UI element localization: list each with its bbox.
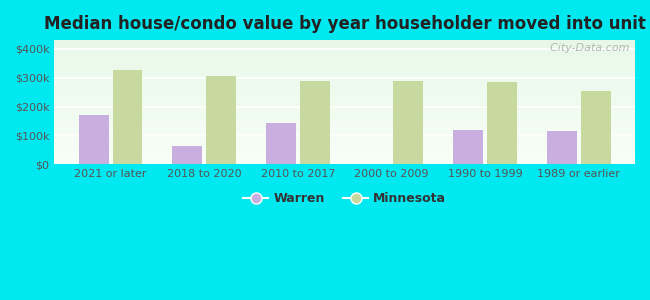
Bar bbox=[300, 80, 330, 164]
Bar bbox=[547, 131, 577, 164]
Bar bbox=[79, 115, 109, 164]
Text: City-Data.com: City-Data.com bbox=[543, 43, 629, 52]
Legend: Warren, Minnesota: Warren, Minnesota bbox=[238, 187, 451, 210]
Bar bbox=[487, 82, 517, 164]
Bar bbox=[453, 130, 484, 164]
Bar bbox=[580, 91, 610, 164]
Bar bbox=[206, 76, 236, 164]
Bar bbox=[112, 70, 142, 164]
Title: Median house/condo value by year householder moved into unit: Median house/condo value by year househo… bbox=[44, 15, 645, 33]
Bar bbox=[172, 146, 202, 164]
Bar bbox=[266, 123, 296, 164]
Bar bbox=[393, 80, 423, 164]
